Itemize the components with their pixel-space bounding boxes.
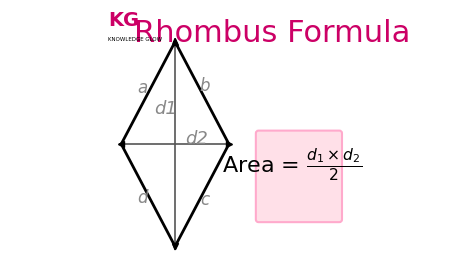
Polygon shape [119,143,122,145]
Text: Rhombus Formula: Rhombus Formula [134,19,410,48]
Polygon shape [173,245,177,250]
Text: d2: d2 [185,130,208,148]
Text: b: b [200,77,210,95]
FancyBboxPatch shape [256,131,342,222]
Text: d: d [137,189,148,207]
Text: c: c [200,191,209,209]
Text: a: a [137,79,148,97]
Text: Area = $\frac{d_1 \times d_2}{2}$: Area = $\frac{d_1 \times d_2}{2}$ [222,147,362,184]
Text: KNOWLEDGE GLOW: KNOWLEDGE GLOW [108,36,162,42]
Polygon shape [173,38,177,44]
Text: KG: KG [108,11,139,30]
Polygon shape [228,143,231,145]
Text: d1: d1 [154,100,177,118]
